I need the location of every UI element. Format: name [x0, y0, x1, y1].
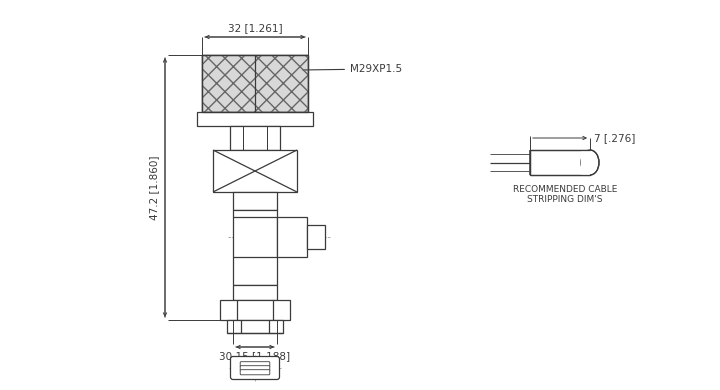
Bar: [202, 55, 308, 112]
FancyBboxPatch shape: [240, 370, 270, 375]
Text: M29XP1.5: M29XP1.5: [303, 64, 402, 74]
Bar: [233, 210, 277, 285]
Text: 30.15 [1.188]: 30.15 [1.188]: [220, 351, 291, 361]
Bar: [202, 55, 308, 112]
Bar: [213, 150, 297, 192]
Bar: [277, 217, 307, 257]
Bar: [227, 320, 283, 333]
Text: STRIPPING DIM'S: STRIPPING DIM'S: [527, 195, 603, 204]
Bar: [581, 150, 590, 175]
FancyBboxPatch shape: [240, 366, 270, 371]
Bar: [230, 126, 280, 150]
Bar: [233, 192, 277, 210]
Bar: [202, 55, 308, 112]
Text: 32 [1.261]: 32 [1.261]: [228, 23, 282, 33]
Bar: [307, 225, 325, 249]
Bar: [233, 285, 277, 300]
Text: 7 [.276]: 7 [.276]: [594, 133, 635, 143]
Bar: [220, 300, 290, 320]
Ellipse shape: [581, 150, 599, 175]
Bar: [530, 150, 590, 175]
Text: RECOMMENDED CABLE: RECOMMENDED CABLE: [513, 185, 617, 194]
Bar: [197, 112, 313, 126]
Text: 47.2 [1.860]: 47.2 [1.860]: [149, 155, 159, 220]
FancyBboxPatch shape: [240, 362, 270, 367]
FancyBboxPatch shape: [230, 356, 279, 379]
